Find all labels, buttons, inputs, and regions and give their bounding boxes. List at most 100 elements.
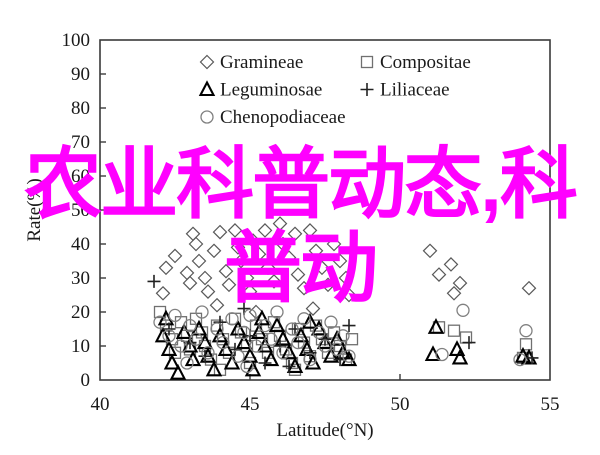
scatter-point-gramineae (209, 297, 225, 313)
scatter-point-gramineae (290, 267, 306, 282)
y-tick-label: 10 (71, 336, 90, 357)
scatter-point-compositae (165, 333, 179, 346)
scatter-point-gramineae (452, 275, 468, 291)
scatter-point-gramineae (182, 275, 198, 291)
scatter-point-chenopodiaceae (201, 346, 215, 360)
y-tick-label: 100 (62, 30, 91, 51)
scatter-point-liliaceae (342, 319, 356, 333)
scatter-point-gramineae (296, 280, 312, 296)
scatter-point-chenopodiaceae (342, 349, 356, 363)
legend-marker-diamond (199, 54, 215, 70)
scatter-point-gramineae (287, 226, 303, 242)
scatter-point-gramineae (305, 301, 321, 316)
scatter-point-gramineae (443, 257, 459, 272)
scatter-point-gramineae (230, 240, 246, 255)
scatter-point-gramineae (266, 274, 282, 289)
scatter-point-gramineae (260, 260, 276, 276)
scatter-point-chenopodiaceae (312, 325, 326, 340)
scatter-point-chenopodiaceae (174, 339, 188, 353)
scatter-point-gramineae (233, 253, 249, 269)
scatter-point-gramineae (302, 223, 318, 238)
scatter-point-leguminosae (253, 309, 271, 326)
scatter-point-chenopodiaceae (168, 308, 182, 323)
scatter-point-chenopodiaceae (270, 305, 284, 319)
scatter-point-gramineae (446, 285, 462, 301)
scatter-point-chenopodiaceae (285, 322, 299, 336)
scatter-point-leguminosae (235, 333, 253, 350)
legend-label: Chenopodiaceae (220, 107, 346, 128)
scatter-point-gramineae (200, 284, 216, 299)
scatter-point-leguminosae (292, 326, 310, 343)
y-tick-label: 80 (71, 98, 90, 119)
scatter-point-leguminosae (268, 316, 286, 333)
scatter-point-gramineae (227, 223, 243, 238)
scatter-point-leguminosae (316, 333, 334, 350)
y-axis-title: Rate(%) (24, 178, 45, 241)
legend-label: Compositae (380, 52, 471, 73)
scatter-point-chenopodiaceae (513, 352, 527, 367)
scatter-point-chenopodiaceae (324, 315, 338, 329)
scatter-point-liliaceae (258, 356, 272, 370)
legend-marker-square (360, 55, 374, 69)
scatter-point-liliaceae (228, 342, 242, 356)
scatter-point-chenopodiaceae (258, 318, 272, 333)
scatter-point-gramineae (167, 248, 183, 264)
scatter-point-chenopodiaceae (330, 342, 344, 357)
x-tick-label: 40 (91, 394, 110, 415)
legend-label: Leguminosae (220, 80, 322, 101)
scatter-point-chenopodiaceae (195, 305, 209, 319)
y-tick-label: 70 (71, 132, 90, 153)
scatter-point-chenopodiaceae (318, 339, 332, 353)
scatter-point-liliaceae (147, 274, 161, 288)
y-tick-label: 50 (71, 200, 90, 221)
scatter-point-chenopodiaceae (336, 329, 350, 343)
scatter-point-gramineae (251, 246, 267, 262)
y-tick-label: 20 (71, 302, 90, 323)
scatter-point-leguminosae (169, 363, 187, 380)
scatter-point-chenopodiaceae (303, 352, 317, 367)
scatter-point-chenopodiaceae (456, 303, 470, 317)
scatter-point-leguminosae (280, 343, 298, 360)
scatter-point-leguminosae (160, 340, 178, 356)
scatter-point-gramineae (332, 253, 348, 269)
legend-label: Liliaceae (380, 80, 450, 101)
y-tick-label: 60 (71, 166, 90, 187)
scatter-point-chenopodiaceae (237, 325, 251, 340)
x-tick-label: 45 (241, 394, 260, 415)
legend-marker-triangle (198, 80, 216, 97)
scatter-point-chenopodiaceae (216, 335, 230, 350)
scatter-point-chenopodiaceae (153, 315, 167, 329)
scatter-point-leguminosae (328, 329, 346, 346)
scatter-point-liliaceae (282, 359, 296, 373)
scatter-point-gramineae (245, 233, 261, 248)
scatter-point-liliaceae (273, 339, 287, 353)
scatter-point-leguminosae (154, 326, 172, 343)
scatter-point-chenopodiaceae (297, 312, 311, 326)
scatter-point-chenopodiaceae (243, 308, 257, 323)
scatter-point-chenopodiaceae (231, 349, 245, 363)
scatter-point-gramineae (308, 243, 324, 259)
scatter-point-chenopodiaceae (276, 346, 290, 360)
scatter-point-chenopodiaceae (435, 347, 449, 362)
scatter-point-compositae (447, 324, 461, 337)
scatter-point-gramineae (275, 236, 291, 252)
scatter-point-gramineae (197, 270, 213, 286)
scatter-point-chenopodiaceae (291, 335, 305, 350)
scatter-point-gramineae (281, 250, 297, 265)
y-tick-label: 30 (71, 268, 90, 289)
scatter-point-leguminosae (274, 329, 292, 346)
scatter-point-gramineae (422, 243, 438, 259)
scatter-point-leguminosae (262, 350, 280, 367)
scatter-point-leguminosae (310, 319, 328, 336)
x-tick-label: 50 (391, 394, 410, 415)
scatter-point-gramineae (191, 253, 207, 269)
x-tick-label: 55 (541, 394, 560, 415)
scatter-point-chenopodiaceae (180, 356, 194, 370)
scatter-point-liliaceae (198, 349, 212, 363)
scatter-point-liliaceae (303, 346, 317, 360)
scatter-point-gramineae (239, 270, 255, 286)
scatter-point-leguminosae (205, 360, 223, 377)
scatter-point-gramineae (320, 277, 336, 293)
scatter-point-gramineae (431, 267, 447, 282)
